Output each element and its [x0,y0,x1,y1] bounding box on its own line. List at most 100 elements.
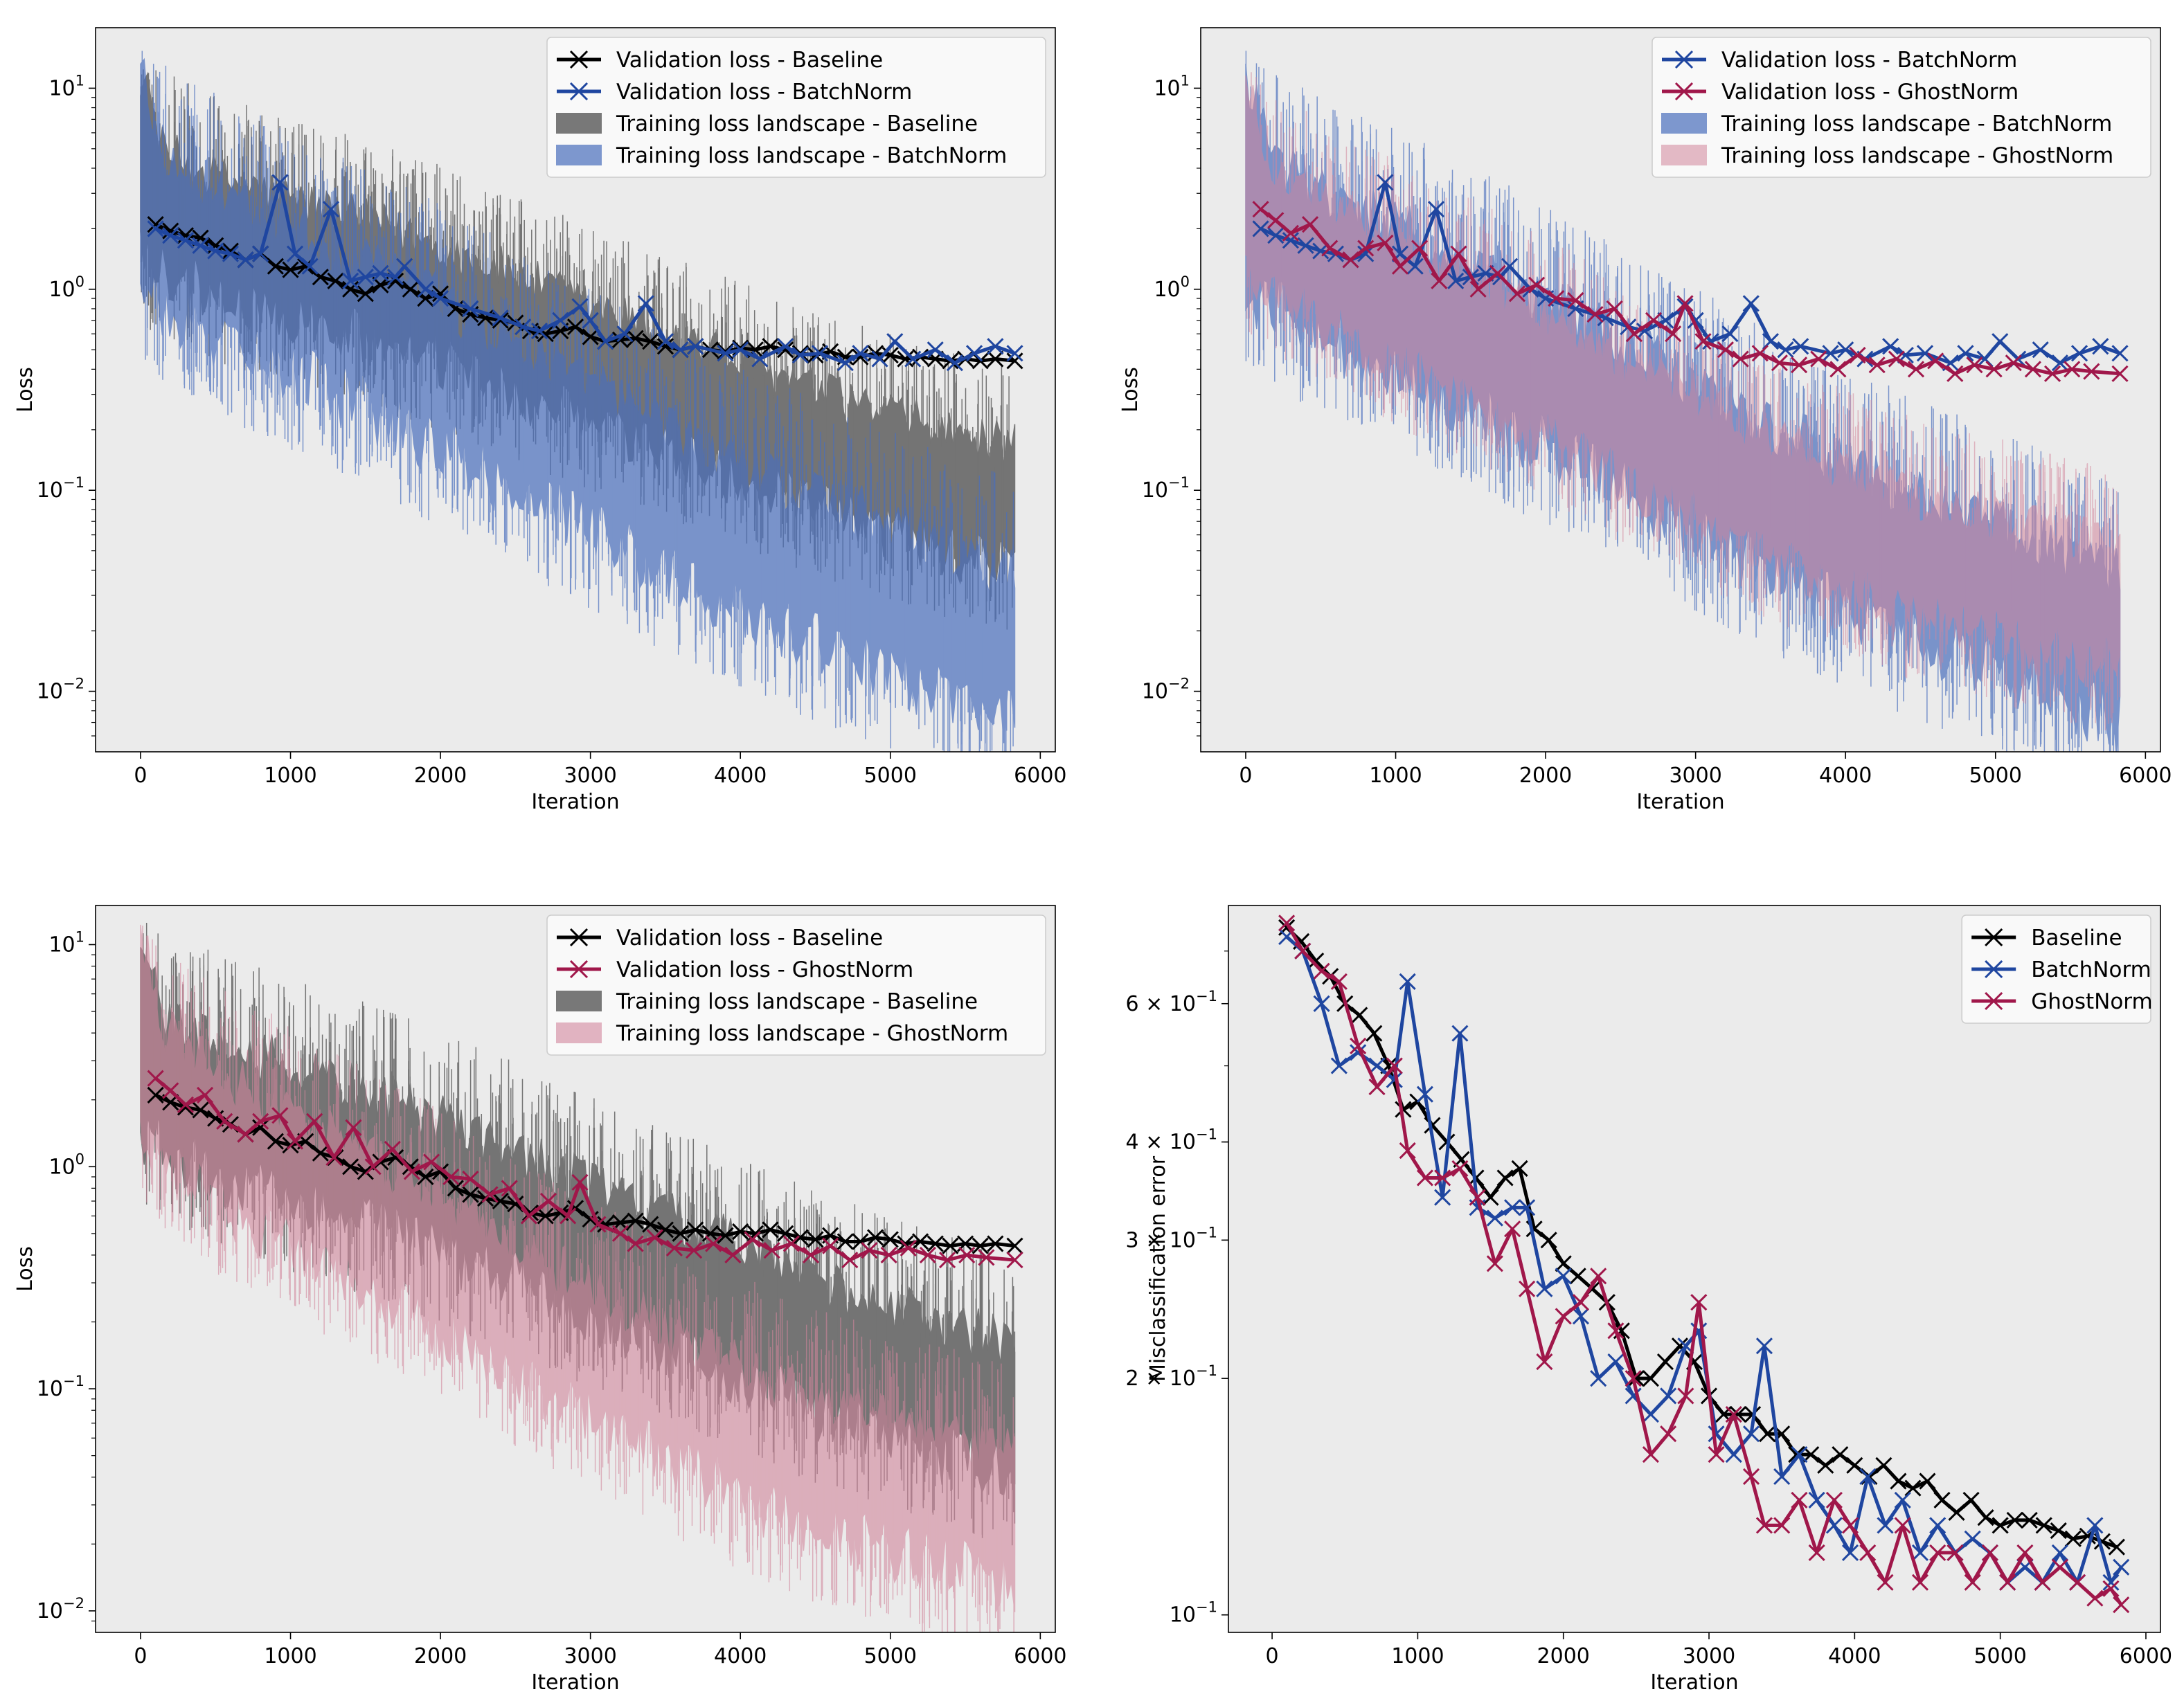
legend-item: Training loss landscape - BatchNorm [1662,111,2112,136]
y-tick-label: 10−1 [37,474,84,503]
legend-label: Validation loss - Baseline [616,48,883,73]
x-tick-label: 1000 [264,764,316,788]
y-tick-exponent: −2 [63,676,84,692]
legend-patch-swatch [1662,114,1706,133]
y-tick-mantissa: 6 × 10 [1126,992,1196,1016]
y-tick-label: 100 [1154,273,1190,302]
legend: Validation loss - Baseline Validation los… [547,915,1046,1055]
legend-label: Validation loss - GhostNorm [616,957,913,982]
x-tick-label: 5000 [864,764,917,788]
y-tick-exponent: −1 [1196,1126,1217,1143]
x-tick-label: 2000 [414,1644,467,1668]
y-tick-label: 101 [1154,72,1190,100]
y-tick-mantissa: 10 [1142,680,1168,704]
y-tick-label: 100 [48,1151,84,1179]
x-tick-label: 0 [134,1644,147,1668]
y-tick-mantissa: 10 [37,680,63,704]
y-tick-exponent: −1 [1196,1599,1217,1616]
legend-label: Baseline [2031,926,2122,950]
y-tick-exponent: −2 [1168,676,1190,692]
legend-label: Validation loss - Baseline [616,926,883,950]
y-tick-mantissa: 10 [1170,1603,1196,1628]
x-tick-label: 4000 [1819,764,1872,788]
legend-item: Training loss landscape - GhostNorm [1662,143,2113,168]
legend-label: Training loss landscape - Baseline [616,989,978,1014]
y-tick-label: 100 [48,273,84,302]
legend-item: Training loss landscape - BatchNorm [557,143,1007,168]
y-tick-mantissa: 10 [37,1377,63,1401]
legend-label: Training loss landscape - GhostNorm [616,1021,1008,1046]
y-tick-exponent: 0 [75,273,84,290]
x-tick-label: 3000 [564,764,616,788]
y-tick-label: 10−2 [37,676,84,704]
legend: Validation loss - BatchNorm Validation lo… [1652,37,2151,177]
y-tick-label: 10−2 [37,1595,84,1623]
y-tick-mantissa: 4 × 10 [1126,1130,1196,1155]
x-tick-label: 0 [1239,764,1252,788]
y-axis-label: Misclassification error [1146,1155,1170,1382]
legend-patch-swatch [557,1023,601,1043]
y-tick-label: 101 [48,928,84,957]
y-tick-label: 6 × 10−1 [1126,988,1217,1016]
y-tick-label: 2 × 10−1 [1126,1362,1217,1391]
legend-patch-swatch [557,991,601,1011]
y-tick-exponent: 1 [75,928,84,945]
x-axis-label: Iteration [1636,790,1724,814]
legend-label: BatchNorm [2031,957,2151,982]
legend-label: Validation loss - BatchNorm [1721,48,2017,73]
x-tick-label: 1000 [1369,764,1422,788]
x-tick-label: 6000 [2119,764,2172,788]
x-axis-label: Iteration [531,1670,619,1695]
y-tick-label: 10−2 [1142,676,1190,704]
x-tick-label: 2000 [414,764,467,788]
x-tick-label: 6000 [1014,764,1066,788]
legend-item: Training loss landscape - GhostNorm [557,1021,1008,1046]
x-tick-label: 1000 [264,1644,316,1668]
y-axis-label: Loss [13,1246,37,1292]
y-tick-exponent: −1 [1196,988,1217,1004]
legend-label: Validation loss - GhostNorm [1721,80,2019,105]
x-tick-label: 6000 [1014,1644,1066,1668]
x-tick-label: 1000 [1391,1644,1444,1668]
legend-patch-swatch [557,145,601,165]
y-tick-mantissa: 10 [48,278,75,302]
x-tick-label: 4000 [714,764,767,788]
y-tick-exponent: 0 [75,1151,84,1167]
x-tick-label: 4000 [1828,1644,1881,1668]
y-tick-label: 10−1 [37,1373,84,1401]
y-tick-mantissa: 10 [37,1599,63,1623]
x-tick-label: 3000 [1683,1644,1735,1668]
legend-label: Training loss landscape - Baseline [616,111,978,136]
x-tick-label: 4000 [714,1644,767,1668]
y-tick-label: 4 × 10−1 [1126,1126,1217,1155]
legend-label: Training loss landscape - BatchNorm [616,143,1007,168]
legend-patch-swatch [557,114,601,133]
y-tick-mantissa: 10 [48,932,75,957]
x-tick-label: 5000 [1969,764,2022,788]
y-tick-label: 10−1 [1142,474,1190,503]
y-tick-mantissa: 10 [1154,76,1180,100]
y-tick-mantissa: 10 [37,478,63,503]
y-axis-label: Loss [13,367,37,413]
legend-patch-swatch [1662,145,1706,165]
y-tick-mantissa: 10 [1142,478,1168,503]
y-axis-label: Loss [1118,367,1143,413]
x-tick-label: 2000 [1519,764,1572,788]
x-axis-label: Iteration [531,790,619,814]
y-tick-exponent: −1 [1168,474,1190,491]
legend-label: Training loss landscape - GhostNorm [1721,143,2113,168]
legend-item: Training loss landscape - Baseline [557,111,978,136]
y-tick-label: 10−1 [1170,1599,1217,1628]
y-tick-exponent: 1 [1181,72,1190,89]
y-tick-label: 101 [48,72,84,100]
y-tick-exponent: −1 [63,1373,84,1389]
legend-item: Training loss landscape - Baseline [557,989,978,1014]
